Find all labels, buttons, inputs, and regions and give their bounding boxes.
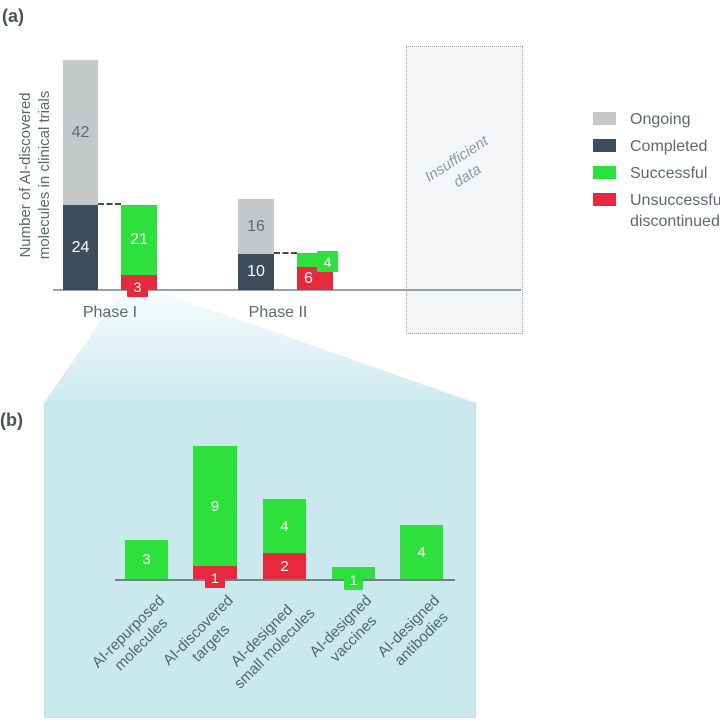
chip-phase2-successful: 4 bbox=[317, 251, 338, 272]
legend-label-ongoing: Ongoing bbox=[630, 111, 691, 128]
bar-phase1-completed: 24 bbox=[63, 205, 98, 290]
bar-targets-successful: 9 bbox=[193, 446, 237, 566]
value-vaccines-successful: 1 bbox=[349, 571, 358, 588]
value-phase2-completed: 10 bbox=[247, 263, 265, 280]
chip-targets-unsuccessful: 1 bbox=[205, 568, 225, 588]
value-repurposed-successful: 3 bbox=[142, 551, 151, 568]
value-targets-successful: 9 bbox=[210, 497, 220, 515]
legend-item-unsuccessful: Unsuccessful/ discontinued bbox=[593, 190, 720, 232]
panel-a-tag: (a) bbox=[2, 6, 24, 26]
panel-b-tag: (b) bbox=[0, 410, 23, 430]
chip-vaccines-successful: 1 bbox=[344, 569, 363, 590]
bar-phase1-successful: 21 bbox=[121, 205, 157, 275]
bar-phase1-ongoing: 42 bbox=[63, 60, 98, 205]
value-phase2-ongoing: 16 bbox=[247, 217, 265, 235]
value-smallmolecules-successful: 4 bbox=[280, 517, 289, 535]
value-phase2-successful: 4 bbox=[323, 253, 332, 270]
legend-item-completed: Completed bbox=[593, 136, 707, 157]
legend-label-completed: Completed bbox=[630, 138, 708, 155]
legend-label-unsuccessful: Unsuccessful/ discontinued bbox=[630, 192, 720, 231]
dashed-connector-phase2 bbox=[274, 252, 297, 254]
x-tick-phase2: Phase II bbox=[248, 304, 308, 321]
value-smallmolecules-unsuccessful: 2 bbox=[280, 557, 289, 575]
legend-label-successful: Successful bbox=[630, 165, 708, 182]
chip-phase1-unsuccessful: 3 bbox=[127, 277, 148, 297]
panel-b-x-axis bbox=[115, 579, 455, 581]
value-targets-unsuccessful: 1 bbox=[211, 570, 219, 586]
value-phase1-successful: 21 bbox=[130, 231, 148, 248]
panel-a-x-axis bbox=[53, 289, 521, 291]
value-phase1-ongoing: 42 bbox=[71, 123, 90, 141]
legend-swatch-unsuccessful bbox=[593, 193, 616, 206]
legend-swatch-ongoing bbox=[593, 112, 616, 125]
phase3-insufficient-box bbox=[406, 46, 523, 334]
bar-repurposed-successful: 3 bbox=[125, 540, 168, 579]
legend-swatch-successful bbox=[593, 166, 616, 179]
bar-smallmolecules-unsuccessful: 2 bbox=[263, 553, 306, 579]
bar-smallmolecules-successful: 4 bbox=[263, 499, 306, 553]
value-phase2-unsuccessful: 6 bbox=[304, 269, 313, 287]
bar-phase2-completed: 10 bbox=[238, 254, 274, 290]
legend-swatch-completed bbox=[593, 139, 616, 152]
legend-item-successful: Successful bbox=[593, 163, 707, 184]
x-tick-phase1: Phase I bbox=[82, 304, 138, 321]
bar-antibodies-successful: 4 bbox=[400, 525, 443, 579]
legend-item-ongoing: Ongoing bbox=[593, 109, 691, 130]
value-antibodies-successful: 4 bbox=[417, 543, 426, 561]
bar-phase2-unsuccessful: 6 bbox=[297, 267, 333, 290]
dashed-connector-phase1 bbox=[98, 203, 121, 205]
bar-phase2-ongoing: 16 bbox=[238, 199, 274, 254]
value-phase1-completed: 24 bbox=[71, 238, 90, 256]
value-phase1-unsuccessful: 3 bbox=[133, 279, 142, 295]
